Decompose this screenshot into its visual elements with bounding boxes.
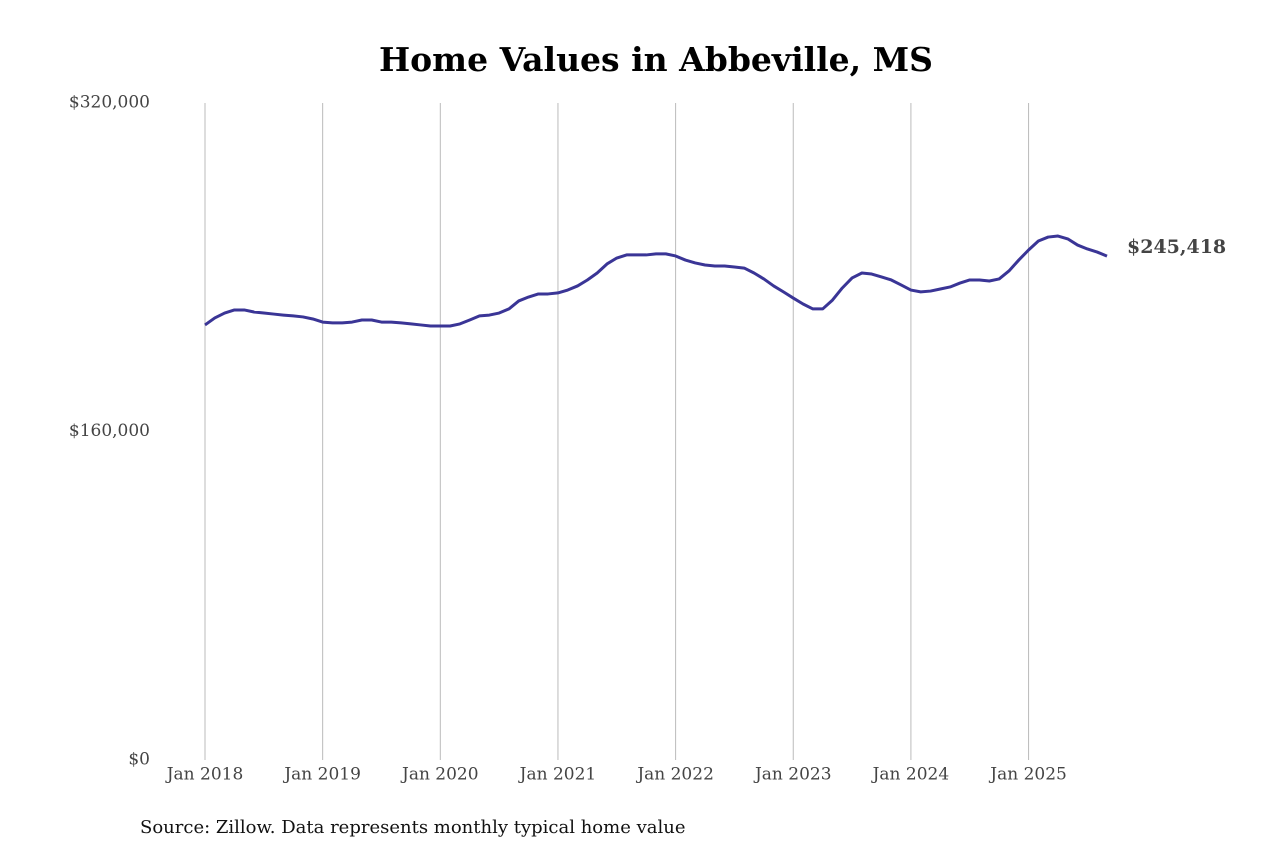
x-tick-label: Jan 2023 [753,765,832,785]
y-tick-label: $320,000 [69,93,150,113]
x-tick-label: Jan 2018 [165,765,244,785]
chart-title: Home Values in Abbeville, MS [379,40,933,79]
x-tick-label: Jan 2024 [871,765,950,785]
y-tick-label: $0 [128,750,150,770]
data-line [204,234,1108,328]
x-tick-label: Jan 2020 [400,765,479,785]
x-tick-label: Jan 2021 [518,765,597,785]
x-tick-label: Jan 2022 [635,765,714,785]
source-note: Source: Zillow. Data represents monthly … [140,817,686,838]
value-label: $245,418 [1127,236,1226,258]
y-tick-label: $160,000 [69,421,150,441]
x-tick-label: Jan 2019 [282,765,361,785]
x-tick-label: Jan 2025 [988,765,1067,785]
